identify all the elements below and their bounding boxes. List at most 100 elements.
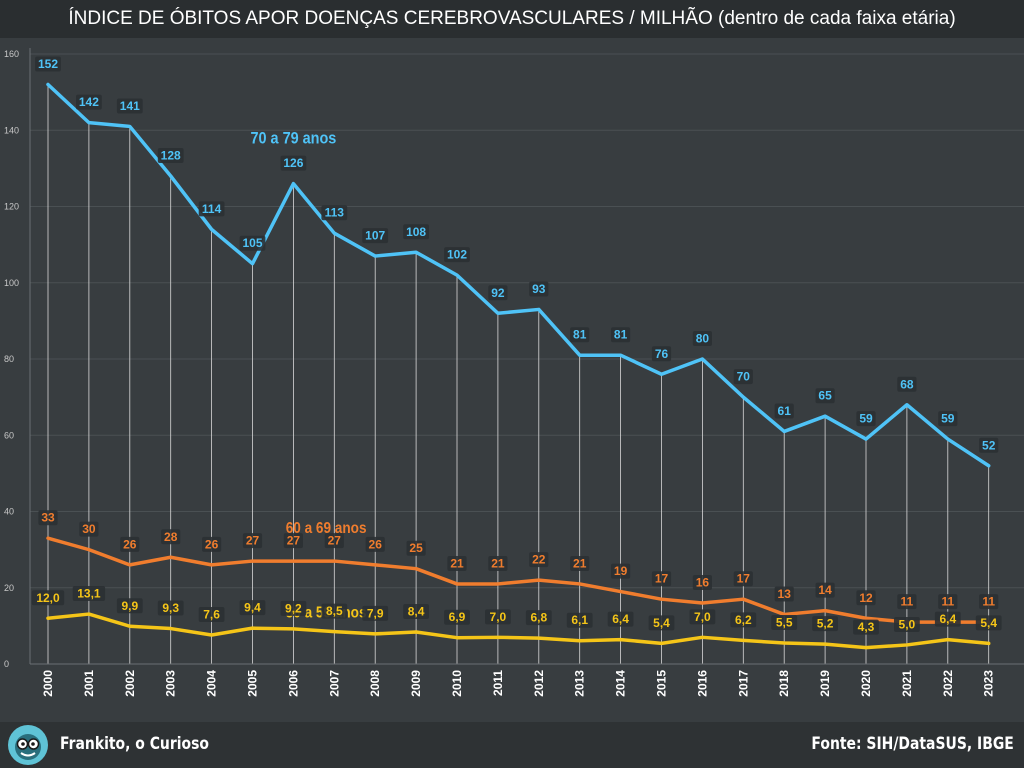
x-tick-label: 2011 xyxy=(491,670,505,696)
x-tick-label: 2004 xyxy=(205,670,219,697)
data-label: 28 xyxy=(164,530,178,544)
drop-lines xyxy=(47,84,990,664)
x-tick-label: 2012 xyxy=(532,670,546,697)
data-label-box xyxy=(485,609,511,625)
data-label: 9,4 xyxy=(244,601,261,615)
data-label: 12,0 xyxy=(36,591,60,605)
data-label-box xyxy=(730,612,757,628)
data-label-box xyxy=(198,607,225,623)
data-label-box xyxy=(812,616,838,632)
data-label: 26 xyxy=(123,537,137,551)
data-label-box xyxy=(280,600,307,616)
data-label-box xyxy=(611,563,631,579)
data-label-box xyxy=(894,616,920,632)
data-label: 105 xyxy=(242,236,262,250)
data-label: 59 xyxy=(941,412,955,426)
data-label-box xyxy=(157,600,184,616)
data-label-box xyxy=(116,598,143,614)
data-label: 11 xyxy=(901,595,914,609)
data-label: 93 xyxy=(532,282,546,296)
data-label: 9,2 xyxy=(285,601,302,615)
y-tick-label: 80 xyxy=(4,354,14,364)
y-tick-label: 120 xyxy=(4,202,19,212)
source-credit: Fonte: SIH/DataSUS, IBGE xyxy=(811,734,1014,754)
data-label-box xyxy=(365,536,385,552)
data-label: 27 xyxy=(287,534,301,548)
data-label-box xyxy=(856,590,876,606)
data-label-box xyxy=(938,594,958,610)
data-label-box xyxy=(488,285,508,301)
data-label: 16 xyxy=(696,576,710,590)
data-label: 7,0 xyxy=(694,610,711,624)
data-label-box xyxy=(733,369,753,385)
data-label-box xyxy=(774,586,794,602)
data-label: 17 xyxy=(655,572,669,586)
data-label-box xyxy=(774,403,794,419)
data-label-box xyxy=(444,247,470,263)
y-tick-label: 40 xyxy=(4,507,14,517)
data-label: 6,8 xyxy=(530,611,547,625)
y-tick-label: 60 xyxy=(4,430,14,440)
data-label: 9,9 xyxy=(121,599,138,613)
data-label: 128 xyxy=(161,149,181,163)
x-tick-label: 2017 xyxy=(736,670,750,697)
data-label-box xyxy=(403,224,429,240)
series-name: 60 a 69 anos xyxy=(286,520,367,537)
data-label-box xyxy=(79,521,99,537)
data-label-box xyxy=(692,575,712,590)
data-label: 52 xyxy=(982,438,996,452)
data-label-box xyxy=(975,615,1002,631)
data-label: 6,2 xyxy=(735,613,752,627)
data-label: 33 xyxy=(41,511,55,525)
x-tick-label: 2023 xyxy=(982,670,996,697)
data-label: 12 xyxy=(859,591,873,605)
data-label-box xyxy=(406,540,426,556)
data-label: 7,9 xyxy=(367,606,384,620)
data-label: 126 xyxy=(283,156,303,170)
y-tick-label: 100 xyxy=(4,278,19,288)
data-label: 21 xyxy=(450,556,464,570)
data-label-box xyxy=(689,609,716,625)
data-label: 6,4 xyxy=(939,612,956,626)
data-label-box xyxy=(76,94,102,110)
data-label-box xyxy=(529,281,549,297)
data-label-box xyxy=(444,609,470,625)
data-label-box xyxy=(198,201,225,217)
data-label: 142 xyxy=(79,95,99,109)
data-label: 141 xyxy=(120,99,140,113)
series-line xyxy=(46,536,991,624)
data-label-box xyxy=(321,205,348,221)
data-label-box xyxy=(488,555,508,571)
data-label-box xyxy=(362,228,389,244)
data-label: 113 xyxy=(325,206,345,220)
data-label: 26 xyxy=(369,537,383,551)
data-label-box xyxy=(403,603,429,619)
series-line xyxy=(46,82,991,468)
data-label: 14 xyxy=(818,583,832,597)
x-tick-label: 2018 xyxy=(777,670,791,697)
data-label: 65 xyxy=(818,389,832,403)
data-label: 19 xyxy=(614,564,628,578)
data-label-box xyxy=(692,331,712,346)
x-tick-label: 2014 xyxy=(614,670,628,697)
y-tick-label: 0 xyxy=(4,659,9,669)
y-tick-label: 140 xyxy=(4,125,19,135)
data-label: 61 xyxy=(778,404,792,418)
series-name: 70 a 79 anos xyxy=(250,130,336,148)
data-label-box xyxy=(815,582,835,598)
data-label: 11 xyxy=(982,595,995,609)
data-label-box xyxy=(239,600,266,616)
grid-layer xyxy=(30,53,1024,589)
data-label-box xyxy=(570,555,590,571)
data-label: 81 xyxy=(573,328,587,342)
data-label: 59 xyxy=(859,412,873,426)
data-label-box xyxy=(38,510,58,526)
data-label-box xyxy=(934,611,961,627)
data-label: 152 xyxy=(38,57,58,71)
data-label: 13 xyxy=(778,587,792,601)
cartoon-face-icon xyxy=(8,725,48,765)
axes: 0 20 40 60 80 100 120 140 160 2000 2001 2002 2003 200… xyxy=(4,48,1024,697)
x-tick-label: 2006 xyxy=(286,670,300,697)
